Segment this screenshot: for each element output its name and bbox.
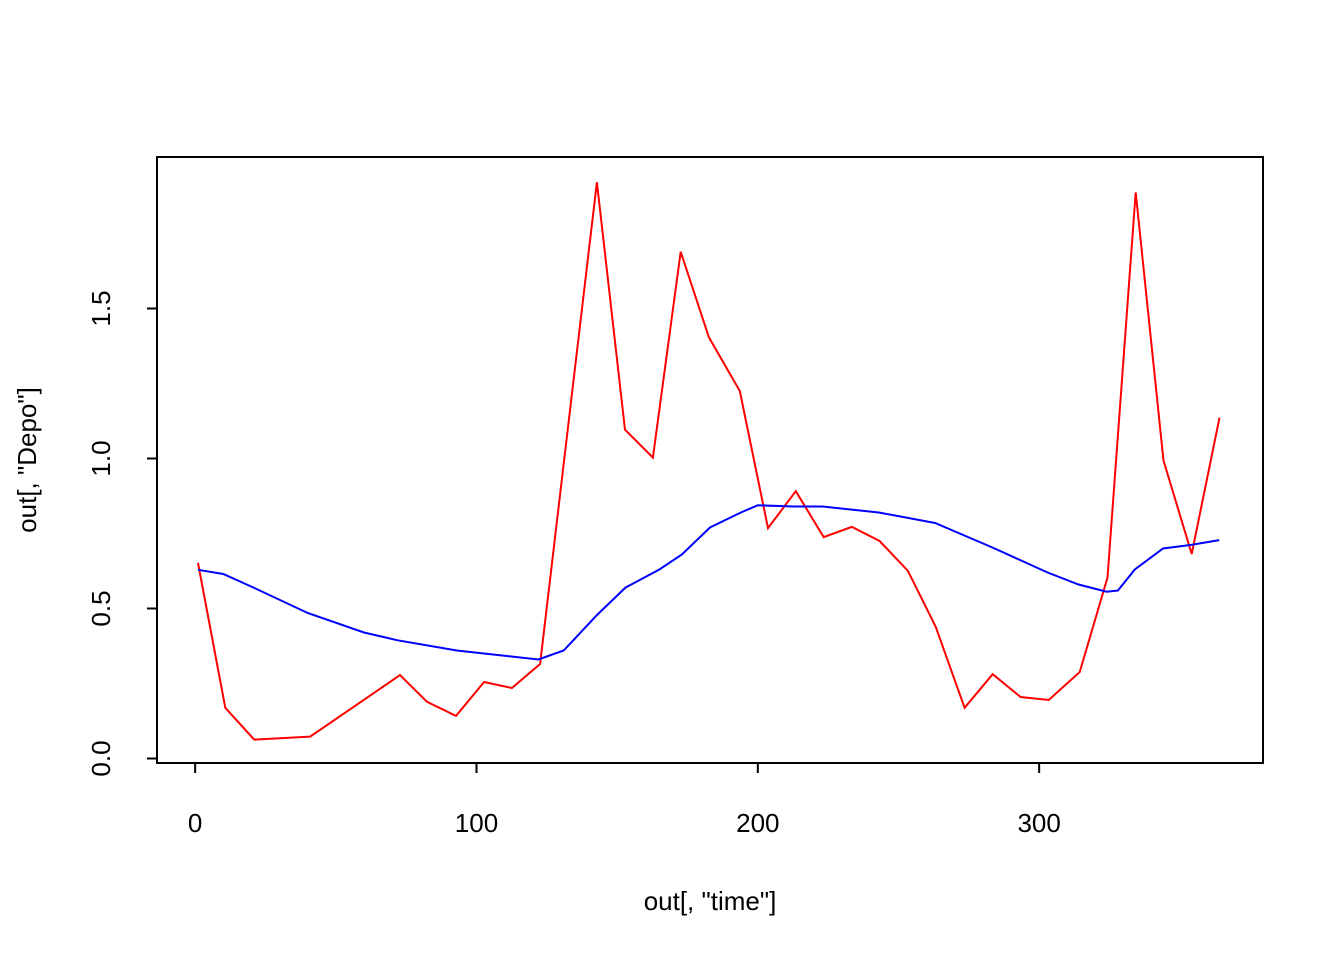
y-tick-label: 1.5: [86, 290, 116, 326]
x-tick-label: 300: [1017, 808, 1060, 838]
data-line: [197, 182, 1221, 741]
x-tick-label: 0: [188, 808, 202, 838]
x-axis-label: out[, "time"]: [644, 886, 777, 916]
y-tick-label: 0.5: [86, 590, 116, 626]
y-tick-label: 1.0: [86, 440, 116, 476]
y-axis-label: out[, "Depo"]: [12, 387, 42, 533]
x-tick-label: 100: [455, 808, 498, 838]
y-tick-label: 0.0: [86, 740, 116, 776]
plot-frame: [156, 156, 1264, 764]
x-tick-label: 200: [736, 808, 779, 838]
data-line: [197, 504, 1220, 661]
